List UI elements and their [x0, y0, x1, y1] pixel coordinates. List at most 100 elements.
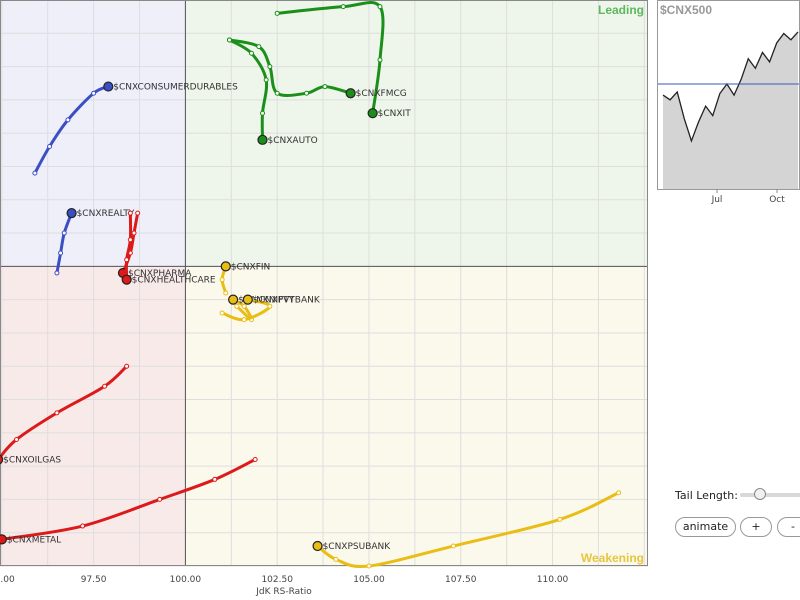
head-cnxit	[367, 108, 378, 119]
series-cnxoilgas: $CNXOILGAS	[0, 363, 130, 465]
tail-point	[102, 383, 108, 389]
series-cnxpvtbank: $CNXPVTBANK	[219, 294, 321, 323]
weakening-quadrant	[185, 266, 649, 566]
label-cnxauto: $CNXAUTO	[268, 136, 318, 146]
sparkline-title: $CNX500	[660, 3, 712, 17]
plus-button[interactable]: +	[740, 517, 772, 537]
tail-point	[219, 277, 225, 283]
tail-point	[226, 37, 232, 43]
tail-point	[377, 57, 383, 63]
x-axis-label: JdK RS-Ratio	[255, 587, 312, 597]
sparkline-tick-label: Jul	[711, 195, 723, 205]
tail-point	[54, 270, 60, 276]
sparkline-area	[663, 31, 798, 190]
label-cnxoilgas: $CNXOILGAS	[3, 455, 61, 465]
tail-point	[241, 317, 247, 323]
label-cnxfmcg: $CNXFMCG	[356, 89, 407, 99]
tail-point	[219, 310, 225, 316]
tail-length-slider-track[interactable]	[740, 493, 800, 497]
rrg-chart: Leading Weakening 95.00 97.50 100.00 102.50 10…	[0, 0, 649, 597]
tail-point	[234, 303, 240, 309]
minus-button[interactable]: -	[777, 517, 800, 537]
sparkline-tick-label: Oct	[769, 195, 785, 205]
cnx500-sparkline: $CNX500 Jul Oct	[657, 0, 800, 205]
tail-point	[58, 250, 64, 256]
tail-point	[241, 303, 247, 309]
series-cnxmetal: $CNXMETAL	[0, 456, 258, 545]
x-tick-label: 105.00	[353, 575, 385, 585]
tail-point	[377, 4, 383, 10]
label-cnxhealthcare: $CNXHEALTHCARE	[132, 276, 216, 286]
tail-point	[366, 563, 372, 569]
tail-cnxmetal	[0, 457, 257, 541]
head-cnxoilgas	[0, 454, 4, 465]
x-tick-label: 102.50	[261, 575, 293, 585]
tail-point	[135, 210, 141, 216]
tail-point	[274, 10, 280, 16]
head-cnxconsumerdurables	[103, 81, 114, 92]
tail-point	[260, 110, 266, 116]
tail-cnxhealthcare	[124, 211, 133, 282]
label-cnxpvtbank: $CNXPVTBANK	[253, 296, 321, 306]
tail-point	[32, 170, 38, 176]
x-tick-label: 107.50	[445, 575, 477, 585]
head-banknifty	[228, 294, 239, 305]
x-tick-label: 110.00	[537, 575, 569, 585]
label-cnxconsumerdurables: $CNXCONSUMERDURABLES	[113, 83, 238, 93]
tail-point	[124, 257, 130, 263]
tail-point	[127, 210, 133, 216]
series-cnxfin: $CNXFIN	[219, 261, 270, 296]
tail-point	[256, 44, 262, 50]
head-cnxfmcg	[345, 88, 356, 99]
tail-point	[223, 290, 229, 296]
label-banknifty: $BANKNIFTY	[238, 296, 295, 306]
tail-point	[616, 490, 622, 496]
weakening-label: Weakening	[581, 551, 644, 565]
head-cnxpvtbank	[242, 294, 253, 305]
series-cnxrealty: $CNXREALTY	[54, 207, 135, 276]
animate-button[interactable]: animate	[675, 517, 736, 537]
tail-point	[267, 64, 273, 70]
tail-length-slider-handle[interactable]	[754, 488, 766, 500]
series-cnxconsumerdurables: $CNXCONSUMERDURABLES	[32, 81, 238, 176]
tail-point	[124, 363, 130, 369]
series-banknifty: $BANKNIFTY	[228, 294, 295, 323]
tail-banknifty	[231, 298, 254, 322]
label-cnxmetal: $CNXMETAL	[7, 535, 61, 545]
plot-border	[0, 0, 648, 566]
tail-point	[91, 90, 97, 96]
tail-cnxrealty	[55, 211, 74, 275]
tail-point	[47, 143, 53, 149]
x-tick-label: 97.50	[81, 575, 107, 585]
head-cnxpsubank	[312, 540, 323, 552]
lagging-quadrant	[0, 266, 186, 566]
tail-cnxpvtbank	[220, 298, 272, 322]
tail-point	[274, 90, 280, 96]
head-cnxrealty	[66, 207, 77, 219]
label-cnxpharma: $CNXPHARMA	[128, 269, 192, 279]
tail-point	[157, 496, 163, 502]
tail-point	[304, 90, 310, 96]
head-cnxhealthcare	[121, 274, 132, 285]
head-cnxfin	[220, 261, 231, 272]
tail-point	[322, 84, 328, 90]
tail-point	[54, 410, 60, 416]
label-cnxfin: $CNXFIN	[231, 262, 270, 272]
tail-point	[333, 556, 339, 562]
tail-point	[80, 523, 86, 529]
tail-length-label: Tail Length:	[675, 489, 738, 502]
x-tick-label: 100.00	[170, 575, 202, 585]
tail-point	[263, 77, 269, 83]
x-tick-label: 95.00	[0, 575, 15, 585]
head-cnxmetal	[0, 534, 7, 545]
tail-point	[557, 516, 563, 522]
tail-point	[212, 476, 218, 482]
tail-point	[252, 456, 258, 462]
series-cnxauto: $CNXAUTO	[226, 37, 318, 146]
tail-point	[14, 436, 20, 442]
tail-point	[131, 230, 137, 236]
tail-point	[248, 50, 254, 56]
series-cnxit: $CNXIT	[274, 0, 411, 119]
tail-point	[267, 303, 273, 309]
sparkline-line	[662, 31, 799, 143]
